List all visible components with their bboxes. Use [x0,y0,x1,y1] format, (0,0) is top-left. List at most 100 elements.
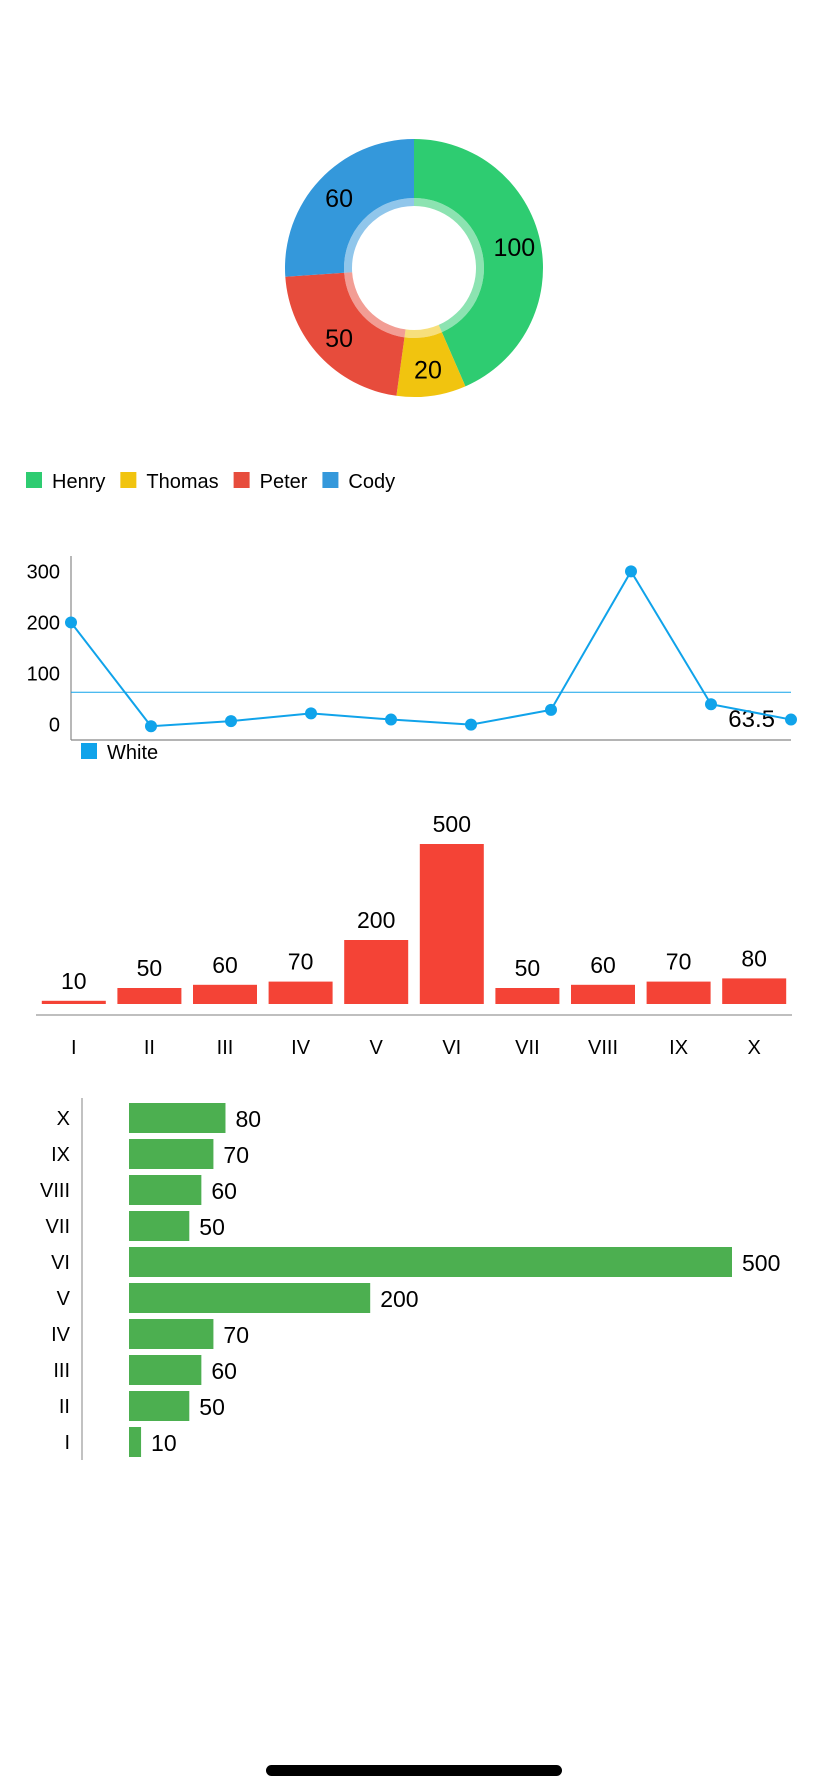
data-point [225,715,237,728]
bar [129,1139,214,1169]
donut-slice-inner-ring [414,198,484,333]
y-tick-label: VII [46,1216,70,1238]
bar-value-label: 10 [61,968,87,994]
y-tick-label: VI [51,1252,70,1274]
bar-value-label: 10 [151,1430,177,1456]
bar [129,1175,202,1205]
bar [571,984,635,1004]
donut-chart[interactable]: 100 20 50 60 [285,139,544,398]
legend-label: Henry [52,471,105,493]
legend-label: White [107,742,158,764]
bar [646,981,711,1004]
bar [129,1427,142,1457]
y-tick-label: 200 [27,612,60,634]
bar [129,1211,190,1241]
bar [129,1355,202,1385]
bar-value-label: 200 [380,1286,418,1312]
legend-swatch [26,472,42,488]
home-indicator[interactable] [266,1765,562,1776]
data-point [465,718,477,731]
donut-slice-label: 20 [414,357,442,385]
bar [722,978,787,1004]
bar [129,1247,732,1277]
bar [41,1000,106,1004]
legend-swatch [233,472,250,488]
donut-slice-inner-ring [344,198,414,273]
donut-slice-inner-ring [344,272,406,338]
bar [193,984,257,1004]
bar-value-label: 60 [211,1358,237,1384]
donut-slice [285,139,414,277]
bar-value-label: 50 [199,1394,225,1420]
bar [268,981,333,1004]
y-tick-label: X [57,1108,70,1130]
donut-slice [414,139,544,387]
x-tick-label: III [217,1037,234,1059]
donut-slice-inner-ring [404,324,442,339]
bar-value-label: 50 [199,1214,225,1240]
bar [129,1283,371,1313]
x-tick-label: X [748,1037,761,1059]
y-tick-label: 100 [27,664,60,686]
data-point [385,713,397,726]
bar-value-label: 500 [742,1250,780,1276]
x-tick-label: VI [442,1037,461,1059]
bar [419,844,484,1004]
bar [495,988,560,1004]
bar-value-label: 70 [223,1142,249,1168]
horizontal-bar-chart[interactable]: 10 I 50 II 60 III 70 IV 200 V 500 VI 50 VII 60 VIII 70 IX… [40,1098,780,1460]
x-tick-label: V [370,1037,384,1059]
bar [129,1319,214,1349]
legend-label: Thomas [146,471,218,493]
y-tick-label: VIII [40,1180,70,1202]
donut-slice-label: 60 [325,185,353,213]
data-point [65,616,77,629]
x-tick-label: II [144,1037,155,1059]
y-tick-label: IV [51,1324,71,1346]
y-tick-label: IX [51,1144,70,1166]
bar-value-label: 70 [288,949,314,975]
data-point [625,565,637,578]
x-tick-label: IX [669,1037,688,1059]
series-line [70,569,792,728]
bar [129,1103,226,1133]
data-point [305,707,317,720]
bar-value-label: 80 [741,945,767,971]
bar-value-label: 50 [137,955,163,981]
donut-slice [396,332,466,398]
data-point [705,698,717,711]
bar [129,1391,190,1421]
data-point [545,703,557,716]
bar-value-label: 200 [357,907,395,933]
line-chart[interactable]: 0 100 200 300 63.5 White [27,556,797,764]
legend-label: Peter [260,471,308,493]
bar-value-label: 60 [211,1178,237,1204]
data-point [785,713,797,726]
x-tick-label: IV [291,1037,311,1059]
y-tick-label: III [53,1360,70,1382]
y-tick-label: II [59,1396,70,1418]
bar-value-label: 70 [666,949,692,975]
bar-value-label: 60 [212,952,238,978]
bar-value-label: 500 [433,811,471,837]
data-point [145,720,157,733]
bar [344,940,409,1004]
bar-value-label: 70 [223,1322,249,1348]
legend-swatch [81,743,97,759]
donut-slice-label: 50 [325,325,353,353]
x-tick-label: I [71,1037,77,1059]
bar-value-label: 80 [235,1106,261,1132]
donut-chart-legend: Henry Thomas Peter Cody [26,471,395,493]
y-tick-label: V [57,1288,71,1310]
limit-line-label: 63.5 [728,706,775,733]
donut-slice-label: 100 [493,234,535,262]
y-tick-label: 0 [49,715,60,737]
vertical-bar-chart[interactable]: 10 I 50 II 60 III 70 IV 200 V 500 VI 50 VII 60 VIII 70 IX… [36,811,792,1059]
bar [117,988,182,1004]
y-tick-label: 300 [27,561,60,583]
donut-slice [285,272,405,396]
bar-value-label: 60 [590,952,616,978]
x-tick-label: VII [515,1037,539,1059]
legend-swatch [322,472,339,488]
